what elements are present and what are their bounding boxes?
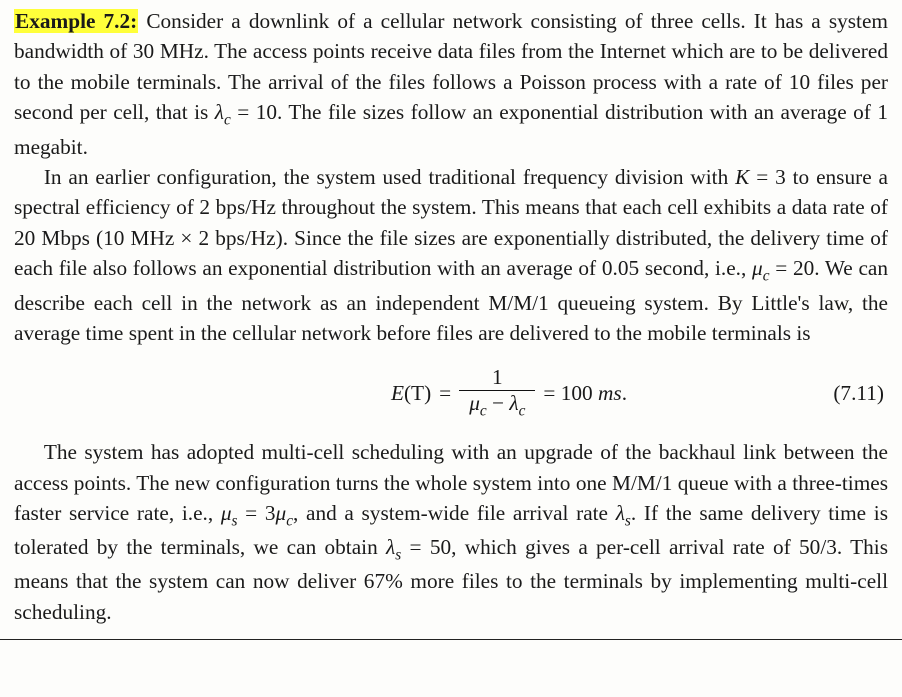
equation-7-11: E(T) = 1 μc − λc = 100 ms. (7.11) — [14, 366, 888, 419]
eq-frac-den: μc − λc — [459, 390, 535, 419]
lambda-c-sub: c — [224, 112, 231, 129]
paragraph-1: Example 7.2: Consider a downlink of a ce… — [14, 6, 888, 162]
eq-equals-1: = — [439, 378, 451, 408]
three-mu-c: μc — [275, 501, 293, 525]
mu-c: μc — [752, 256, 770, 280]
p3-text-b: = 3 — [238, 501, 276, 525]
paragraph-2: In an earlier configuration, the system … — [14, 162, 888, 348]
mu-s-glyph: μ — [221, 501, 232, 525]
eq-den-minus: − — [487, 391, 510, 415]
mu-c2-glyph: μ — [275, 501, 286, 525]
equation-number: (7.11) — [804, 378, 888, 408]
eq-rhs: = 100 ms. — [543, 378, 627, 408]
eq-fraction: 1 μc − λc — [459, 366, 535, 419]
mu-c-sub: c — [763, 268, 770, 285]
example-label: Example 7.2: — [14, 9, 138, 33]
eq-frac-num: 1 — [482, 366, 513, 389]
equation-body: E(T) = 1 μc − λc = 100 ms. — [214, 366, 804, 419]
eq-unit-ms: ms — [598, 381, 622, 405]
mu-c2-sub: c — [286, 512, 293, 529]
lambda-c: λc — [215, 100, 231, 124]
lambda-glyph: λ — [215, 100, 224, 124]
eq-den-mu-sub: c — [480, 402, 487, 419]
mu-s: μs — [221, 501, 238, 525]
eq-E: E — [391, 381, 404, 405]
lambda-s: λs — [616, 501, 631, 525]
paragraph-3: The system has adopted multi-cell schedu… — [14, 437, 888, 627]
eq-equals-2: = 100 — [543, 381, 598, 405]
equation-expression: E(T) = 1 μc − λc = 100 ms. — [391, 366, 627, 419]
lambda-s-glyph: λ — [616, 501, 625, 525]
eq-den-lambda-sub: c — [519, 402, 526, 419]
lambda-s2-glyph: λ — [386, 535, 395, 559]
eq-lhs: E(T) — [391, 378, 431, 408]
eq-den-mu: μ — [469, 391, 480, 415]
eq-T: (T) — [404, 381, 431, 405]
document-page: Example 7.2: Consider a downlink of a ce… — [0, 0, 902, 640]
p3-text-c: , and a system-wide file arrival rate — [293, 501, 616, 525]
mu-glyph: μ — [752, 256, 763, 280]
lambda-s-2: λs — [386, 535, 401, 559]
eq-den-lambda: λ — [509, 391, 518, 415]
var-K: K — [735, 165, 749, 189]
p2-text-a: In an earlier configuration, the system … — [44, 165, 735, 189]
eq-period: . — [622, 381, 627, 405]
